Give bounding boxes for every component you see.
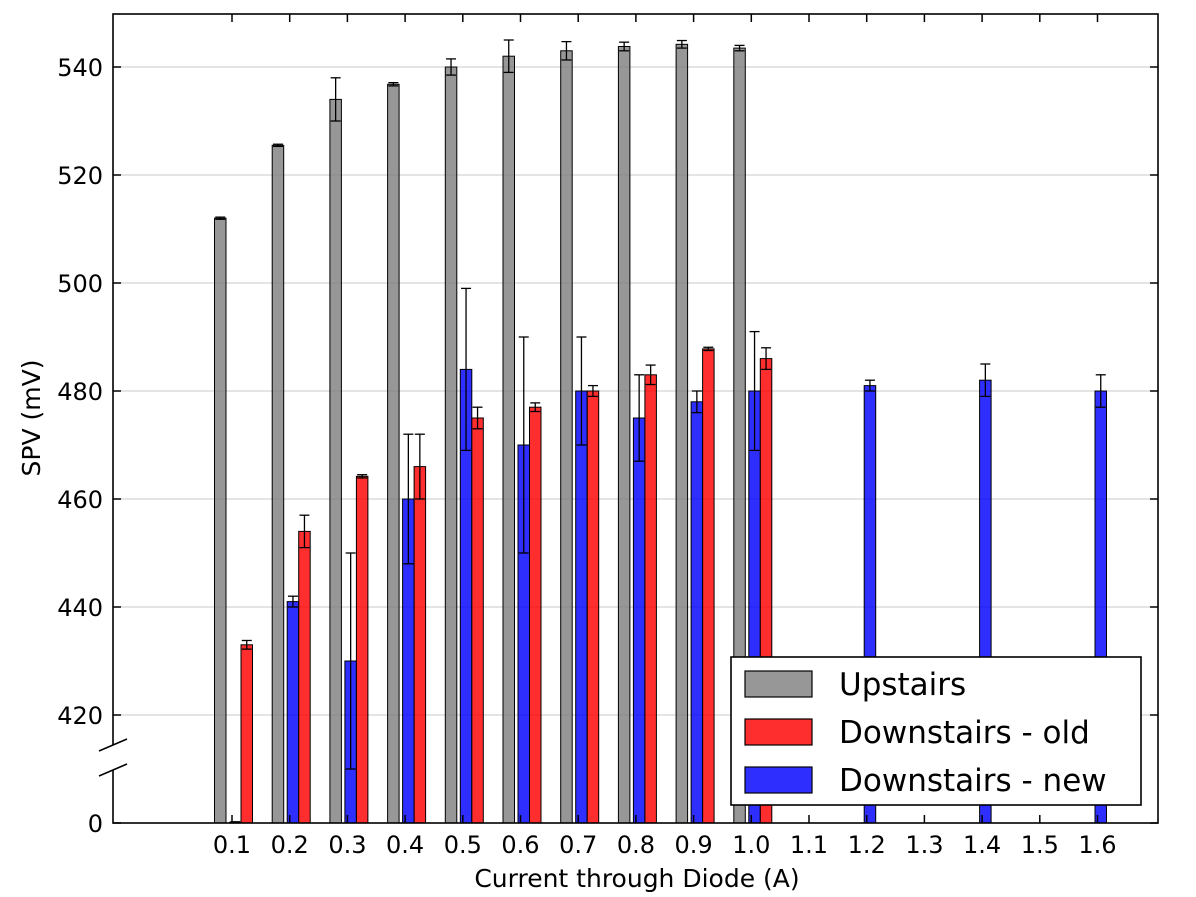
y-tick-label: 440 (57, 594, 103, 622)
y-tick-label: 420 (57, 702, 103, 730)
error-bar-downstairs-old (703, 346, 714, 352)
x-tick-label: 0.4 (386, 831, 424, 859)
bar-upstairs (271, 144, 285, 824)
error-bar-upstairs (561, 40, 572, 61)
error-bar-downstairs-old (587, 384, 598, 398)
legend-label-downstairs-new: Downstairs - new (839, 763, 1107, 799)
bar-upstairs (617, 45, 631, 824)
x-tick-label: 0.3 (328, 831, 366, 859)
x-tick-label: 0.6 (501, 831, 539, 859)
bar-downstairs-new (575, 390, 588, 824)
legend-swatch-upstairs (744, 670, 813, 698)
error-bar-downstairs-old (530, 402, 541, 413)
error-bar-downstairs-old (241, 639, 252, 650)
legend: Upstairs Downstairs - old Downstairs - new (730, 656, 1142, 806)
x-tick-label: 0.5 (444, 831, 482, 859)
bar-downstairs-old (240, 644, 253, 824)
legend-swatch-downstairs-old (744, 718, 813, 746)
error-bar-downstairs-new (518, 336, 529, 554)
x-axis-ticks: 0.1 0.2 0.3 0.4 0.5 0.6 0.7 0.8 0.9 1.0 1.1 1.2 1.3 1… (213, 14, 1117, 859)
bar-downstairs-old (298, 530, 311, 824)
error-bar-downstairs-old (414, 433, 425, 500)
x-tick-label: 0.2 (271, 831, 309, 859)
bar-downstairs-old (471, 417, 484, 824)
x-tick-label: 0.1 (213, 831, 251, 859)
error-bar-downstairs-old (472, 406, 483, 430)
bar-upstairs (675, 43, 689, 824)
error-bar-upstairs (676, 39, 687, 49)
error-bars (215, 39, 1106, 824)
legend-label-upstairs: Upstairs (839, 667, 966, 703)
error-bar-downstairs-old (299, 514, 310, 549)
bar-downstairs-old (413, 466, 427, 824)
bar-downstairs-old (644, 374, 657, 824)
legend-label-downstairs-old: Downstairs - old (839, 715, 1090, 751)
legend-swatch-downstairs-new (744, 766, 813, 794)
error-bar-upstairs (446, 58, 457, 76)
x-tick-label: 1.0 (732, 831, 770, 859)
error-bar-downstairs-new (980, 363, 991, 398)
bar-downstairs-old (355, 475, 369, 824)
bar-upstairs (444, 66, 458, 824)
y-tick-label: 520 (57, 162, 103, 190)
x-tick-label: 0.9 (675, 831, 713, 859)
bar-upstairs (560, 50, 573, 824)
error-bar-downstairs-new (1095, 374, 1106, 408)
y-tick-label: 460 (57, 486, 103, 514)
error-bar-upstairs (388, 82, 399, 87)
error-bar-downstairs-old (645, 364, 656, 386)
error-bar-upstairs (619, 41, 630, 52)
x-tick-label: 0.8 (617, 831, 655, 859)
error-bar-downstairs-new (403, 433, 414, 565)
error-bar-downstairs-new (345, 552, 356, 770)
axis-break-mark (98, 763, 128, 777)
y-tick-label: 480 (57, 378, 103, 406)
bar-downstairs-old (586, 390, 600, 824)
error-bar-downstairs-new (691, 390, 702, 414)
error-bar-upstairs (272, 143, 283, 148)
y-tick-label: 0 (88, 810, 103, 838)
y-tick-label: 500 (57, 270, 103, 298)
error-bar-downstairs-new (576, 336, 587, 446)
bar-upstairs (387, 83, 400, 824)
x-tick-label: 1.5 (1021, 831, 1059, 859)
x-axis-label: Current through Diode (A) (474, 864, 799, 893)
x-tick-label: 0.7 (559, 831, 597, 859)
error-bar-downstairs-old (761, 347, 772, 371)
error-bar-downstairs-new (287, 595, 298, 608)
bar-downstairs-new (632, 417, 646, 824)
bar-upstairs (214, 217, 227, 824)
error-bar-downstairs-new (749, 330, 760, 452)
x-tick-label: 1.6 (1078, 831, 1116, 859)
axis-break-marks (98, 738, 128, 777)
error-bar-downstairs-new (634, 374, 645, 462)
bar-upstairs (329, 98, 342, 824)
error-bar-upstairs (734, 44, 745, 52)
bar-downstairs-old (529, 406, 542, 824)
error-bar-upstairs (215, 216, 226, 220)
x-tick-label: 1.2 (848, 831, 886, 859)
bars (214, 43, 1107, 824)
error-bar-downstairs-new (864, 379, 875, 392)
x-tick-label: 1.1 (790, 831, 828, 859)
bar-upstairs (502, 55, 515, 824)
bar-downstairs-old (702, 348, 715, 824)
y-axis-ticks: 0 420 440 460 480 500 520 540 (57, 54, 1158, 838)
error-bar-upstairs (330, 77, 341, 122)
y-tick-label: 540 (57, 54, 103, 82)
x-tick-label: 1.4 (963, 831, 1001, 859)
error-bar-downstairs-old (357, 474, 368, 479)
bar-downstairs-new (286, 601, 300, 824)
axis-break-gap (110, 745, 116, 770)
error-bar-upstairs (503, 39, 514, 74)
axis-break-mark (98, 738, 128, 752)
bar-downstairs-new (690, 401, 704, 824)
x-tick-label: 1.3 (905, 831, 943, 859)
y-axis-label: SPV (mV) (17, 360, 46, 477)
error-bar-downstairs-new (461, 287, 472, 452)
